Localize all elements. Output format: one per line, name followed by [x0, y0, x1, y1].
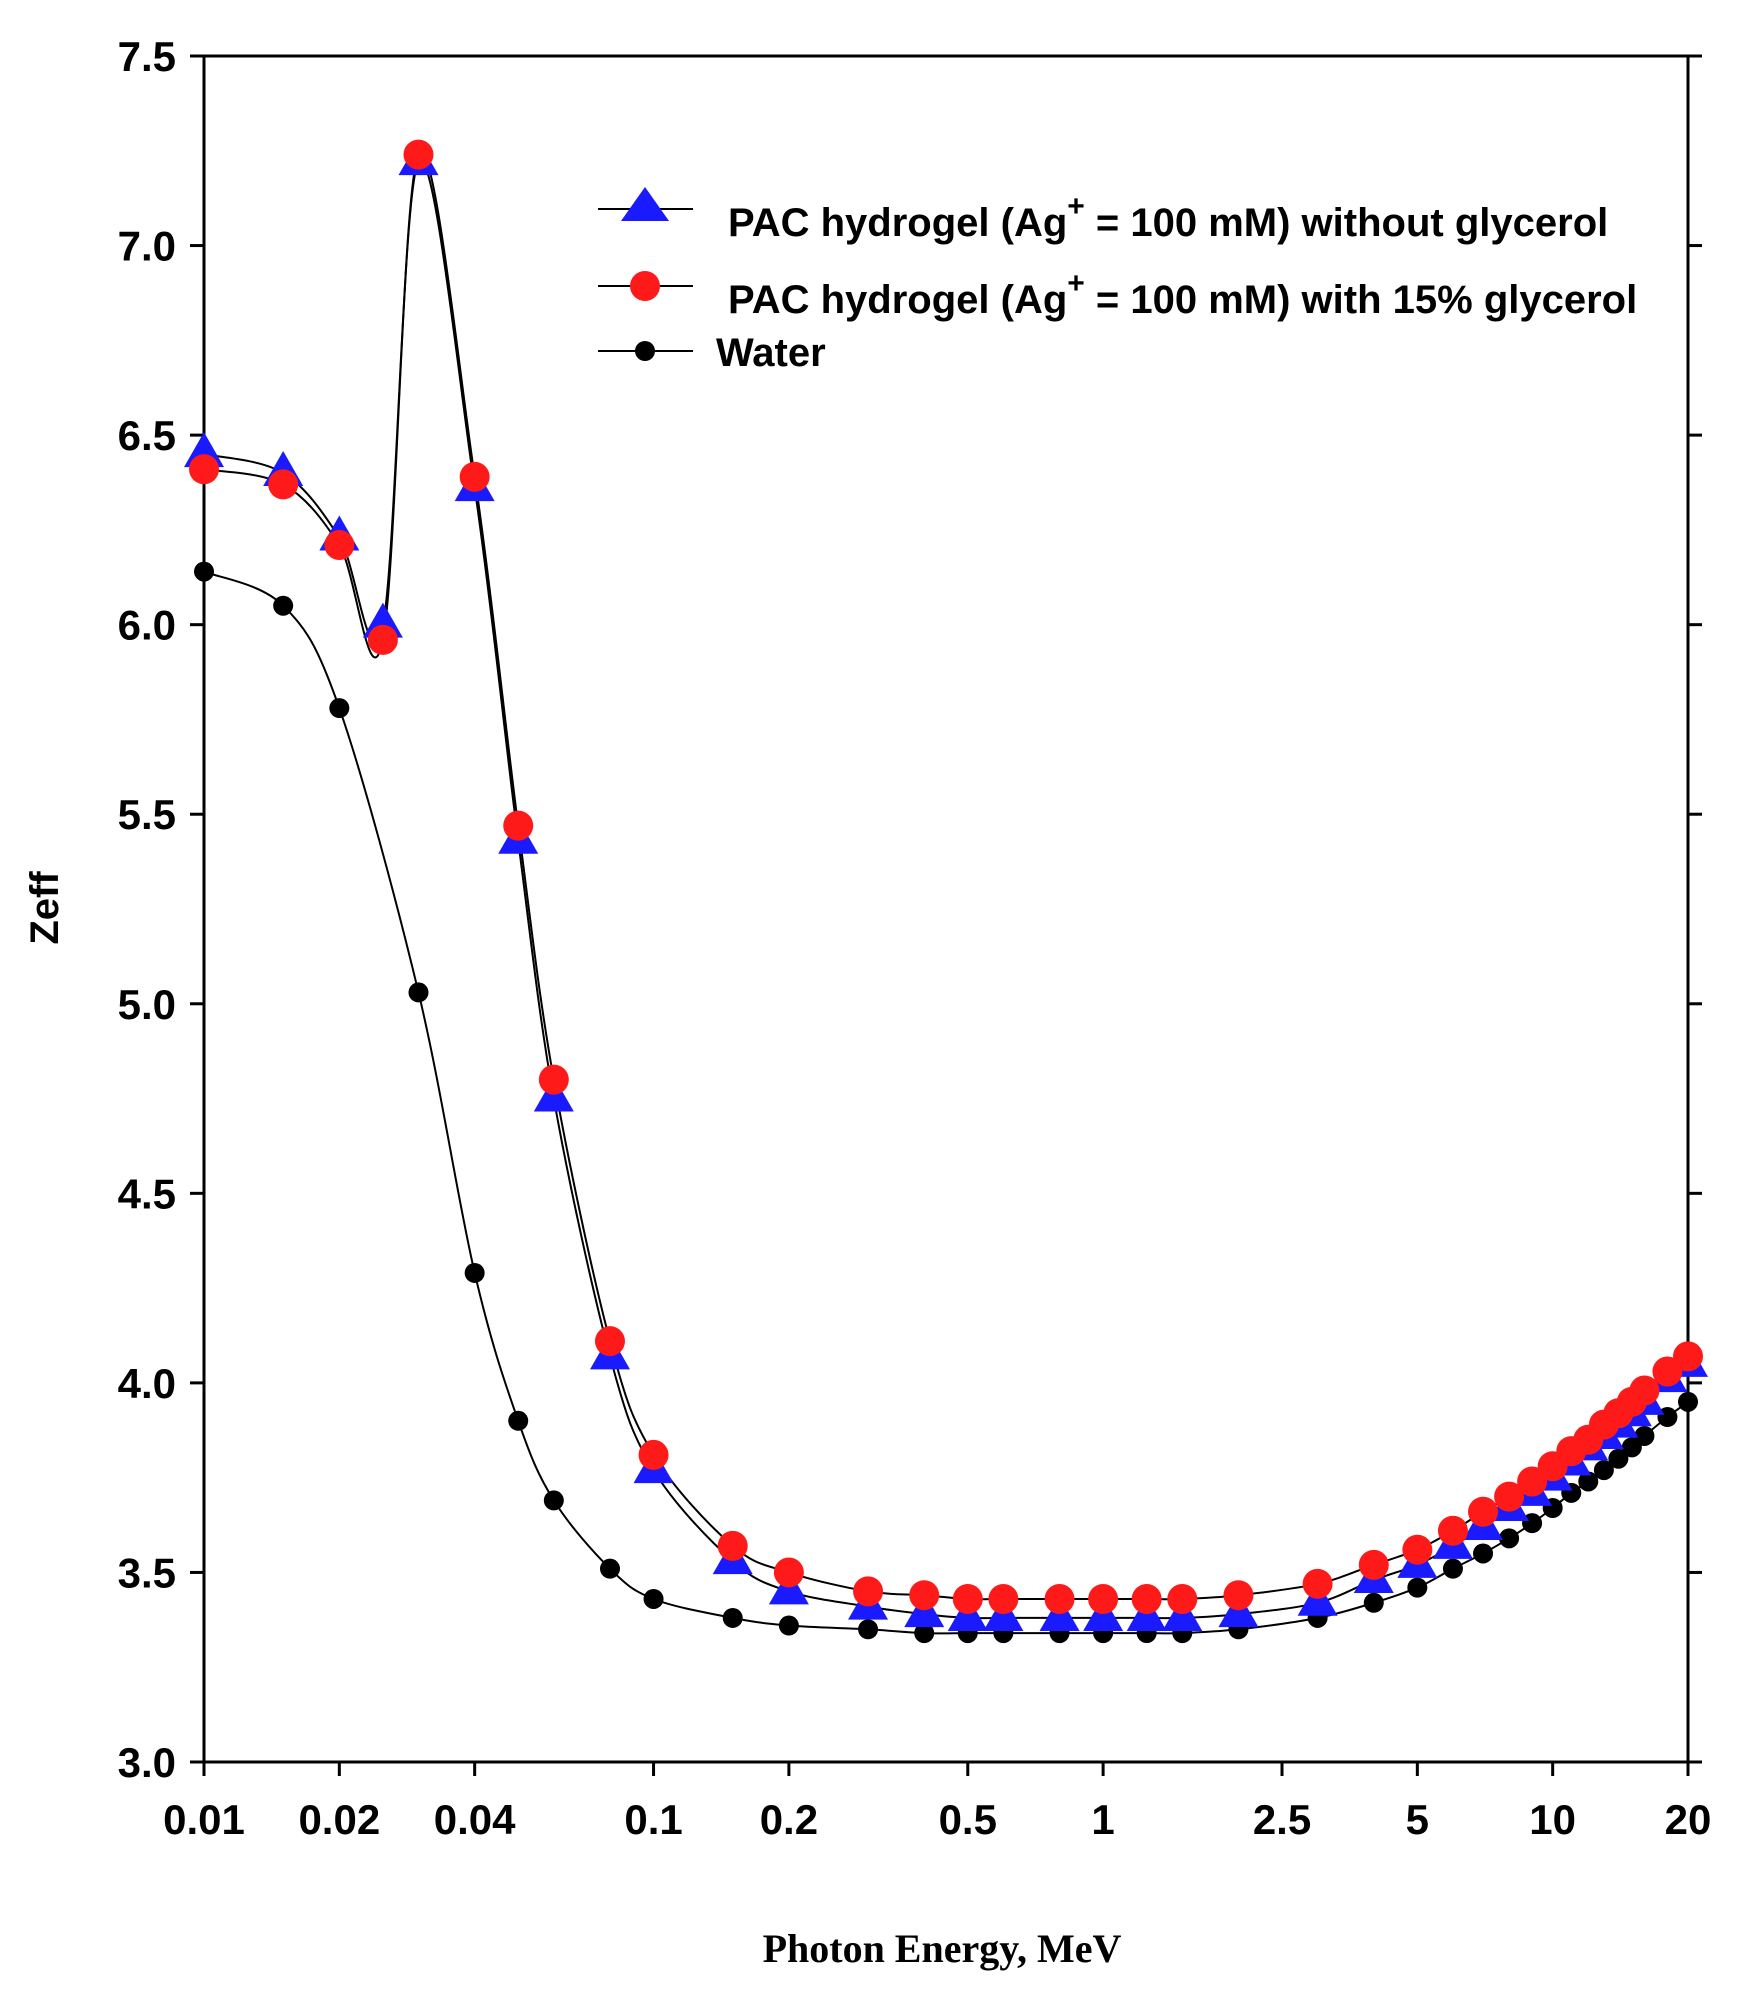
data-point — [853, 1576, 884, 1607]
data-point — [1678, 1391, 1698, 1412]
data-point — [273, 595, 294, 616]
data-point — [1608, 1448, 1629, 1469]
plot-frame — [202, 54, 1690, 1764]
data-point — [538, 1064, 569, 1095]
data-point — [773, 1557, 804, 1588]
x-tick-label: 0.04 — [434, 1796, 516, 1843]
data-point — [1499, 1528, 1520, 1549]
data-point — [459, 461, 490, 492]
data-point — [914, 1623, 935, 1644]
series-water-line — [203, 570, 1689, 1635]
data-point — [1468, 1496, 1499, 1527]
data-point — [1044, 1583, 1075, 1614]
y-tick-label: 5.0 — [118, 981, 176, 1028]
x-tick-label: 1 — [1091, 1796, 1114, 1843]
data-point — [638, 1439, 669, 1470]
series-water-markers — [194, 561, 1698, 1644]
data-point — [1442, 1558, 1463, 1579]
data-point — [408, 982, 429, 1003]
data-point — [1131, 1583, 1162, 1614]
data-point — [367, 624, 398, 655]
data-point — [1302, 1568, 1333, 1599]
series-with-glycerol-line — [203, 151, 1689, 1601]
data-point — [324, 530, 355, 561]
x-tick-label: 0.02 — [298, 1796, 380, 1843]
x-tick-label: 0.1 — [624, 1796, 682, 1843]
legend-label-series2: PAC hydrogel (Ag+ = 100 mM) with 15% gly… — [728, 267, 1637, 322]
y-tick-label: 4.0 — [118, 1360, 176, 1407]
series-without-glycerol-markers — [184, 140, 1708, 1631]
y-tick-label: 4.5 — [118, 1170, 176, 1217]
series — [184, 139, 1708, 1644]
legend-label-series3: Water — [716, 331, 826, 375]
y-tick-label: 6.5 — [118, 412, 176, 459]
x-tick-label: 20 — [1665, 1796, 1712, 1843]
data-point — [1634, 1425, 1655, 1446]
y-tick-label: 7.5 — [118, 33, 176, 80]
data-point — [778, 1615, 799, 1636]
data-point — [722, 1607, 743, 1628]
legend-marker-series3 — [635, 341, 655, 361]
data-point — [717, 1530, 748, 1561]
data-point — [1363, 1592, 1384, 1613]
series-with-glycerol-markers — [189, 139, 1703, 1614]
data-point — [1593, 1460, 1614, 1481]
data-point — [1407, 1577, 1428, 1598]
y-tick-label: 7.0 — [118, 223, 176, 270]
y-tick-label: 6.0 — [118, 602, 176, 649]
x-tick-label: 0.01 — [163, 1796, 245, 1843]
data-point — [1437, 1515, 1468, 1546]
data-point — [1494, 1481, 1525, 1512]
data-point — [464, 1262, 485, 1283]
data-point — [1088, 1583, 1119, 1614]
data-point — [909, 1580, 940, 1611]
y-axis-title: Zeff — [23, 871, 67, 945]
data-point — [1358, 1549, 1389, 1580]
legend-label-series1: PAC hydrogel (Ag+ = 100 mM) without glyc… — [728, 190, 1608, 245]
data-point — [988, 1583, 1019, 1614]
y-tick-label: 5.5 — [118, 791, 176, 838]
x-tick-label: 0.2 — [760, 1796, 818, 1843]
data-point — [1652, 1356, 1683, 1387]
x-tick-label: 5 — [1406, 1796, 1429, 1843]
data-point — [194, 561, 214, 582]
data-point — [508, 1410, 529, 1431]
x-axis-title: Photon Energy, MeV — [763, 1926, 1122, 1971]
data-point — [503, 810, 534, 841]
series-without-glycerol-line — [203, 159, 1689, 1620]
data-point — [543, 1490, 564, 1511]
data-point — [1673, 1341, 1703, 1372]
data-point — [1223, 1580, 1254, 1611]
x-tick-label: 10 — [1529, 1796, 1576, 1843]
axes — [202, 54, 1690, 1764]
data-point — [643, 1588, 664, 1609]
legend-marker-series1 — [621, 187, 669, 221]
data-point — [1517, 1466, 1548, 1497]
x-tick-label: 0.5 — [939, 1796, 997, 1843]
legend-marker-series2 — [630, 271, 660, 301]
data-point — [1402, 1534, 1433, 1565]
data-point — [1578, 1471, 1599, 1492]
data-point — [858, 1619, 879, 1640]
data-point — [189, 454, 219, 485]
data-point — [268, 469, 299, 500]
data-point — [403, 139, 434, 170]
data-point — [594, 1326, 625, 1357]
y-tick-label: 3.5 — [118, 1549, 176, 1596]
data-point — [599, 1558, 620, 1579]
data-point — [1629, 1375, 1660, 1406]
data-point — [1473, 1543, 1494, 1564]
data-point — [329, 698, 350, 719]
x-tick-label: 2.5 — [1253, 1796, 1311, 1843]
data-point — [952, 1583, 983, 1614]
data-point — [1167, 1583, 1198, 1614]
legend: PAC hydrogel (Ag+ = 100 mM) without glyc… — [598, 187, 1637, 375]
ticks: 3.0 3.5 4.0 4.5 5.0 5.5 6.0 6.5 7.0 7.5 0.01 0.02 0.… — [118, 33, 1712, 1843]
y-tick-label: 3.0 — [118, 1739, 176, 1786]
